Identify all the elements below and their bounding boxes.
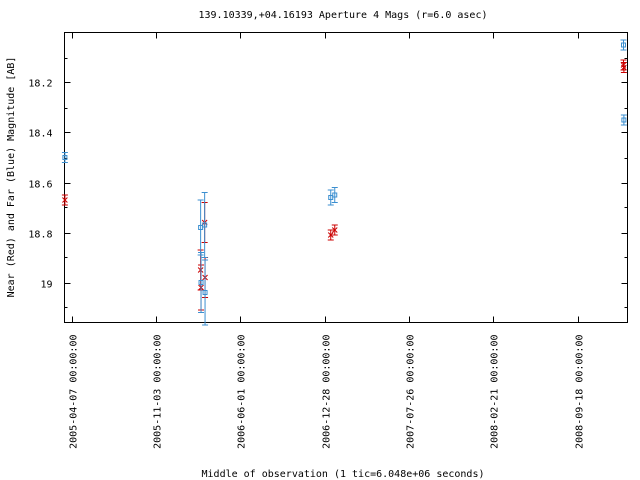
data-point-red bbox=[327, 232, 334, 238]
data-point-blue bbox=[62, 155, 68, 160]
x-axis: 2005-04-07 00:00:00 2005-11-03 00:00:00 20… bbox=[69, 32, 586, 449]
y-tick-label: 19 bbox=[40, 280, 52, 291]
chart-title: 139.10339,+04.16193 Aperture 4 Mags (r=6… bbox=[199, 10, 488, 21]
marker-stroke bbox=[331, 227, 338, 233]
data-point-red bbox=[62, 197, 68, 203]
data-point-blue bbox=[620, 42, 626, 48]
data-point-blue bbox=[332, 192, 338, 198]
x-tick-label: 2006-12-28 00:00:00 bbox=[322, 335, 333, 449]
y-tick-label: 18.4 bbox=[28, 129, 52, 140]
y-axis-label: Near (Red) and Far (Blue) Magnitude [AB] bbox=[6, 57, 17, 298]
x-tick-label: 2006-06-01 00:00:00 bbox=[237, 335, 248, 449]
x-axis-label: Middle of observation (1 tic=6.048e+06 s… bbox=[202, 469, 485, 480]
data-point-blue bbox=[202, 290, 208, 295]
marker-stroke bbox=[327, 232, 334, 238]
marker-stroke bbox=[62, 197, 68, 203]
y-axis: 18.2 18.4 18.6 18.8 19 bbox=[28, 58, 628, 308]
y-tick-label: 18.2 bbox=[28, 79, 52, 90]
data-marks bbox=[61, 39, 627, 326]
data-point-blue bbox=[198, 280, 204, 285]
data-point-blue bbox=[621, 117, 627, 123]
x-tick-label: 2007-07-26 00:00:00 bbox=[406, 335, 417, 449]
x-tick-label: 2008-02-21 00:00:00 bbox=[490, 335, 501, 449]
plot-frame bbox=[64, 32, 628, 323]
y-tick-label: 18.6 bbox=[28, 180, 52, 191]
y-tick-label: 18.8 bbox=[28, 230, 52, 241]
marker-stroke bbox=[621, 64, 627, 71]
data-point-red bbox=[331, 227, 338, 233]
x-tick-label: 2005-04-07 00:00:00 bbox=[69, 335, 80, 449]
x-tick-label: 2005-11-03 00:00:00 bbox=[153, 335, 164, 449]
data-point-red bbox=[621, 64, 627, 71]
x-tick-label: 2008-09-18 00:00:00 bbox=[575, 335, 586, 449]
data-point-blue bbox=[202, 222, 208, 228]
